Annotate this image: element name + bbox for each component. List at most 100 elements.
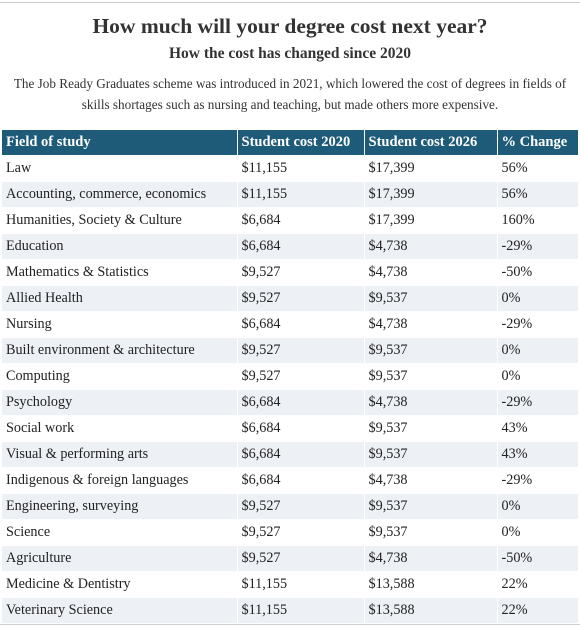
cost-2020-cell: $9,527 bbox=[237, 285, 365, 312]
percent-change-cell: 22% bbox=[497, 571, 578, 598]
cost-2020-cell: $6,684 bbox=[237, 207, 365, 234]
cost-2026-cell: $4,738 bbox=[364, 545, 498, 572]
cost-2026-cell: $17,399 bbox=[364, 207, 498, 234]
top-rule bbox=[0, 2, 580, 3]
cost-2020-cell: $6,684 bbox=[237, 389, 365, 416]
table-row: Medicine & Dentistry $11,155 $13,588 22% bbox=[2, 571, 578, 598]
field-of-study-cell: Humanities, Society & Culture bbox=[2, 207, 238, 234]
percent-change-cell: 43% bbox=[497, 441, 578, 468]
percent-change-cell: 0% bbox=[497, 519, 578, 546]
field-of-study-cell: Medicine & Dentistry bbox=[2, 571, 238, 598]
table-row: Allied Health $9,527 $9,537 0% bbox=[2, 285, 578, 312]
cost-2026-cell: $4,738 bbox=[364, 467, 498, 494]
table-row: Engineering, surveying $9,527 $9,537 0% bbox=[2, 493, 578, 520]
percent-change-cell: -29% bbox=[497, 311, 578, 338]
cost-2026-cell: $17,399 bbox=[364, 181, 498, 208]
percent-change-cell: -50% bbox=[497, 259, 578, 286]
cost-table: Field of study Student cost 2020 Student… bbox=[2, 130, 578, 623]
field-of-study-cell: Social work bbox=[2, 415, 238, 442]
cost-2026-cell: $9,537 bbox=[364, 493, 498, 520]
percent-change-cell: 0% bbox=[497, 285, 578, 312]
cost-2020-cell: $9,527 bbox=[237, 493, 365, 520]
cost-2020-cell: $11,155 bbox=[237, 597, 365, 623]
percent-change-cell: 56% bbox=[497, 155, 578, 182]
percent-change-cell: -29% bbox=[497, 467, 578, 494]
cost-2026-cell: $9,537 bbox=[364, 519, 498, 546]
column-header-cost-2020[interactable]: Student cost 2020 bbox=[237, 130, 365, 156]
cost-2020-cell: $11,155 bbox=[237, 155, 365, 182]
cost-2020-cell: $9,527 bbox=[237, 545, 365, 572]
cost-2026-cell: $9,537 bbox=[364, 441, 498, 468]
column-header-field[interactable]: Field of study bbox=[2, 130, 238, 156]
page-subtitle: How the cost has changed since 2020 bbox=[169, 45, 411, 62]
cost-2026-cell: $13,588 bbox=[364, 571, 498, 598]
column-header-cost-2026[interactable]: Student cost 2026 bbox=[364, 130, 498, 156]
field-of-study-cell: Law bbox=[2, 155, 238, 182]
field-of-study-cell: Allied Health bbox=[2, 285, 238, 312]
table-row: Law $11,155 $17,399 56% bbox=[2, 155, 578, 182]
percent-change-cell: 0% bbox=[497, 337, 578, 364]
column-header-change[interactable]: % Change bbox=[497, 130, 578, 156]
cost-2026-cell: $4,738 bbox=[364, 311, 498, 338]
table-row: Visual & performing arts $6,684 $9,537 43% bbox=[2, 441, 578, 468]
cost-2020-cell: $6,684 bbox=[237, 467, 365, 494]
table-row: Nursing $6,684 $4,738 -29% bbox=[2, 311, 578, 338]
table-row: Mathematics & Statistics $9,527 $4,738 -50% bbox=[2, 259, 578, 286]
table-row: Computing $9,527 $9,537 0% bbox=[2, 363, 578, 390]
intro-text: The Job Ready Graduates scheme was intro… bbox=[13, 76, 567, 112]
field-of-study-cell: Psychology bbox=[2, 389, 238, 416]
percent-change-cell: 0% bbox=[497, 363, 578, 390]
cost-2020-cell: $6,684 bbox=[237, 311, 365, 338]
field-of-study-cell: Visual & performing arts bbox=[2, 441, 238, 468]
percent-change-cell: -50% bbox=[497, 545, 578, 572]
field-of-study-cell: Computing bbox=[2, 363, 238, 390]
cost-2020-cell: $6,684 bbox=[237, 233, 365, 260]
cost-2020-cell: $9,527 bbox=[237, 259, 365, 286]
percent-change-cell: -29% bbox=[497, 233, 578, 260]
cost-2026-cell: $9,537 bbox=[364, 415, 498, 442]
cost-2020-cell: $9,527 bbox=[237, 363, 365, 390]
percent-change-cell: 160% bbox=[497, 207, 578, 234]
cost-2026-cell: $4,738 bbox=[364, 259, 498, 286]
cost-2026-cell: $4,738 bbox=[364, 389, 498, 416]
table-body: Law $11,155 $17,399 56% Accounting, commerce… bbox=[2, 155, 578, 623]
cost-2026-cell: $9,537 bbox=[364, 285, 498, 312]
cost-2020-cell: $6,684 bbox=[237, 441, 365, 468]
field-of-study-cell: Engineering, surveying bbox=[2, 493, 238, 520]
field-of-study-cell: Science bbox=[2, 519, 238, 546]
cost-2020-cell: $9,527 bbox=[237, 337, 365, 364]
table-row: Education $6,684 $4,738 -29% bbox=[2, 233, 578, 260]
table-header-row: Field of study Student cost 2020 Student… bbox=[2, 130, 578, 156]
cost-2026-cell: $9,537 bbox=[364, 337, 498, 364]
table-row: Indigenous & foreign languages $6,684 $4,7… bbox=[2, 467, 578, 494]
cost-2020-cell: $11,155 bbox=[237, 181, 365, 208]
cost-2020-cell: $6,684 bbox=[237, 415, 365, 442]
table-row: Social work $6,684 $9,537 43% bbox=[2, 415, 578, 442]
field-of-study-cell: Nursing bbox=[2, 311, 238, 338]
percent-change-cell: 0% bbox=[497, 493, 578, 520]
percent-change-cell: 56% bbox=[497, 181, 578, 208]
page-title: How much will your degree cost next year… bbox=[92, 14, 488, 38]
field-of-study-cell: Agriculture bbox=[2, 545, 238, 572]
table-row: Veterinary Science $11,155 $13,588 22% bbox=[2, 597, 578, 623]
cost-2026-cell: $4,738 bbox=[364, 233, 498, 260]
cost-2026-cell: $13,588 bbox=[364, 597, 498, 623]
percent-change-cell: 22% bbox=[497, 597, 578, 623]
field-of-study-cell: Accounting, commerce, economics bbox=[2, 181, 238, 208]
cost-2020-cell: $11,155 bbox=[237, 571, 365, 598]
cost-2026-cell: $17,399 bbox=[364, 155, 498, 182]
field-of-study-cell: Built environment & architecture bbox=[2, 337, 238, 364]
cost-2020-cell: $9,527 bbox=[237, 519, 365, 546]
field-of-study-cell: Veterinary Science bbox=[2, 597, 238, 623]
cost-2026-cell: $9,537 bbox=[364, 363, 498, 390]
table-row: Built environment & architecture $9,527 $9… bbox=[2, 337, 578, 364]
table-row: Humanities, Society & Culture $6,684 $17,3… bbox=[2, 207, 578, 234]
bottom-rule bbox=[0, 624, 580, 625]
table-row: Psychology $6,684 $4,738 -29% bbox=[2, 389, 578, 416]
field-of-study-cell: Mathematics & Statistics bbox=[2, 259, 238, 286]
table-row: Agriculture $9,527 $4,738 -50% bbox=[2, 545, 578, 572]
percent-change-cell: -29% bbox=[497, 389, 578, 416]
table-row: Accounting, commerce, economics $11,155 $1… bbox=[2, 181, 578, 208]
table-row: Science $9,527 $9,537 0% bbox=[2, 519, 578, 546]
percent-change-cell: 43% bbox=[497, 415, 578, 442]
